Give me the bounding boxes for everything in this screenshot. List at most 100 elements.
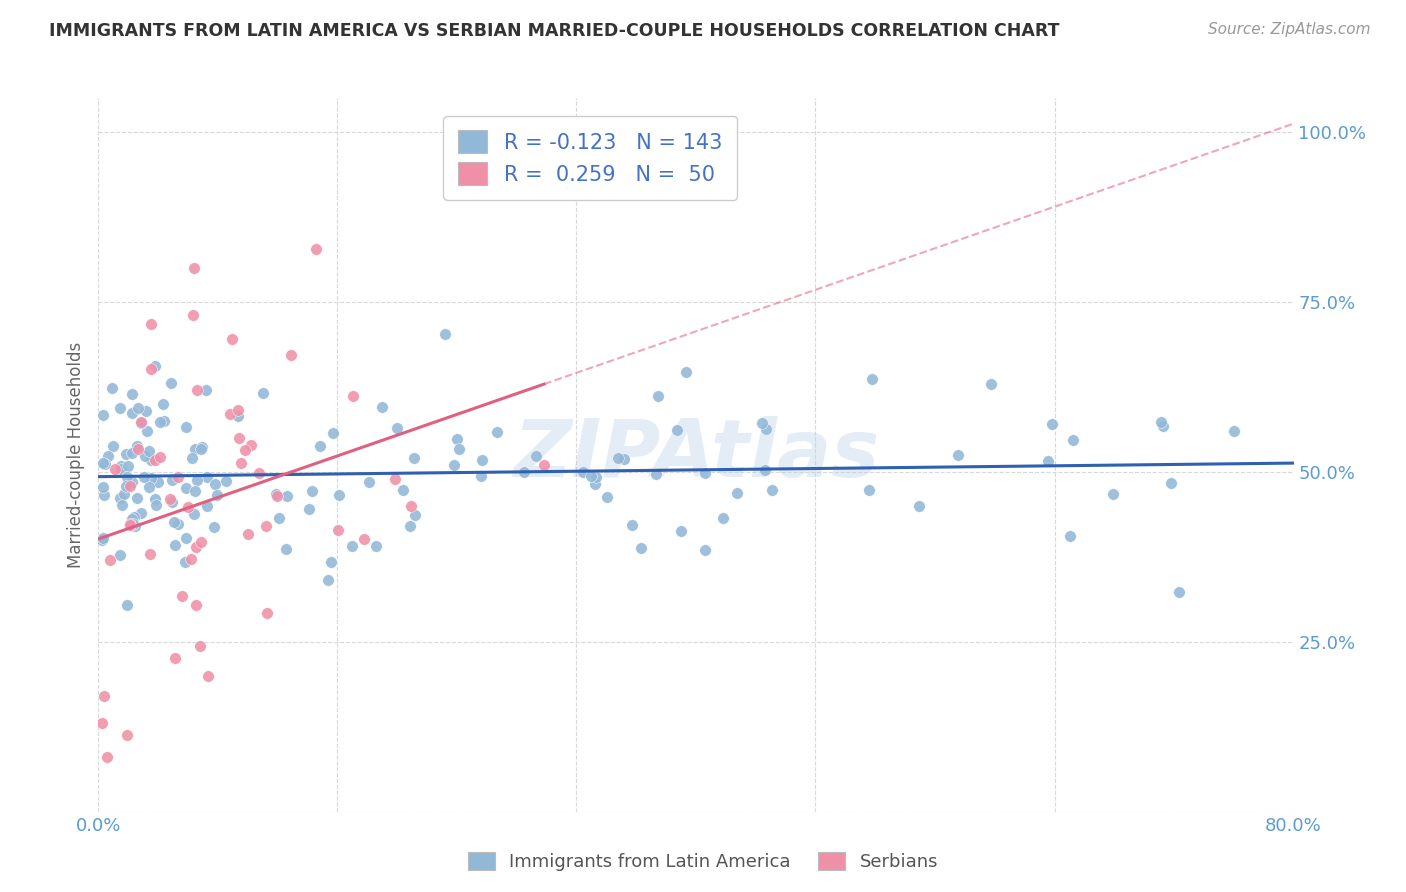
Point xyxy=(572,465,595,479)
Point xyxy=(233,443,256,458)
Point xyxy=(115,598,138,612)
Point xyxy=(695,467,717,481)
Point xyxy=(110,491,132,506)
Point xyxy=(176,500,198,515)
Point xyxy=(96,750,118,764)
Point xyxy=(195,469,218,483)
Point xyxy=(152,397,174,411)
Point xyxy=(247,467,270,481)
Point xyxy=(165,651,187,665)
Point xyxy=(276,541,298,556)
Point xyxy=(139,471,162,485)
Point xyxy=(486,425,509,439)
Point xyxy=(693,542,716,557)
Point xyxy=(94,458,117,472)
Point xyxy=(221,333,243,347)
Point xyxy=(115,479,138,493)
Point xyxy=(190,534,212,549)
Point xyxy=(443,458,465,472)
Point xyxy=(202,520,225,534)
Point xyxy=(316,574,339,588)
Point xyxy=(121,512,143,526)
Point xyxy=(342,539,364,553)
Point xyxy=(755,422,778,436)
Point xyxy=(1160,475,1182,490)
Point xyxy=(110,459,132,474)
Point xyxy=(353,532,375,546)
Point xyxy=(101,381,124,395)
Point xyxy=(91,456,114,470)
Point xyxy=(91,716,114,731)
Point xyxy=(946,448,969,462)
Point xyxy=(184,483,207,498)
Point xyxy=(112,487,135,501)
Point xyxy=(404,508,426,522)
Point xyxy=(434,326,457,341)
Point xyxy=(167,470,190,484)
Point xyxy=(471,453,494,467)
Point xyxy=(613,452,636,467)
Text: Source: ZipAtlas.com: Source: ZipAtlas.com xyxy=(1208,22,1371,37)
Point xyxy=(122,510,145,524)
Point xyxy=(228,403,250,417)
Point xyxy=(111,498,134,512)
Point xyxy=(117,728,139,742)
Point xyxy=(761,483,783,497)
Point xyxy=(1062,433,1084,447)
Point xyxy=(322,426,344,441)
Point xyxy=(195,384,218,398)
Point xyxy=(205,488,228,502)
Point xyxy=(181,450,204,465)
Point xyxy=(120,515,142,529)
Point xyxy=(239,438,262,452)
Point xyxy=(305,242,328,256)
Point xyxy=(711,511,734,525)
Point xyxy=(256,606,278,620)
Point xyxy=(90,533,112,548)
Point xyxy=(197,669,219,683)
Point xyxy=(252,386,274,401)
Point xyxy=(181,308,204,322)
Point xyxy=(191,440,214,454)
Point xyxy=(298,501,321,516)
Point xyxy=(163,515,186,529)
Legend: Immigrants from Latin America, Serbians: Immigrants from Latin America, Serbians xyxy=(461,845,945,879)
Point xyxy=(280,348,302,362)
Point xyxy=(163,538,186,552)
Point xyxy=(215,474,238,488)
Point xyxy=(91,479,114,493)
Point xyxy=(644,467,666,482)
Point xyxy=(385,421,408,435)
Point xyxy=(254,519,277,533)
Point xyxy=(118,517,141,532)
Point xyxy=(174,555,197,569)
Point xyxy=(135,404,157,418)
Point xyxy=(359,475,381,490)
Point xyxy=(1040,417,1063,431)
Point xyxy=(167,516,190,531)
Point xyxy=(138,444,160,458)
Point xyxy=(115,470,138,484)
Point xyxy=(669,524,692,538)
Point xyxy=(630,541,652,555)
Point xyxy=(858,483,880,497)
Point xyxy=(139,548,162,562)
Point xyxy=(862,372,884,386)
Point xyxy=(125,438,148,452)
Point xyxy=(328,487,350,501)
Point xyxy=(98,552,121,566)
Point xyxy=(159,491,181,506)
Point xyxy=(188,640,211,654)
Point xyxy=(125,491,148,506)
Point xyxy=(583,476,606,491)
Point xyxy=(146,475,169,490)
Point xyxy=(1102,486,1125,500)
Point xyxy=(101,440,124,454)
Point xyxy=(183,442,205,457)
Point xyxy=(127,442,149,456)
Point xyxy=(138,480,160,494)
Point xyxy=(110,549,132,563)
Point xyxy=(115,447,138,461)
Point xyxy=(370,401,392,415)
Point xyxy=(121,387,143,401)
